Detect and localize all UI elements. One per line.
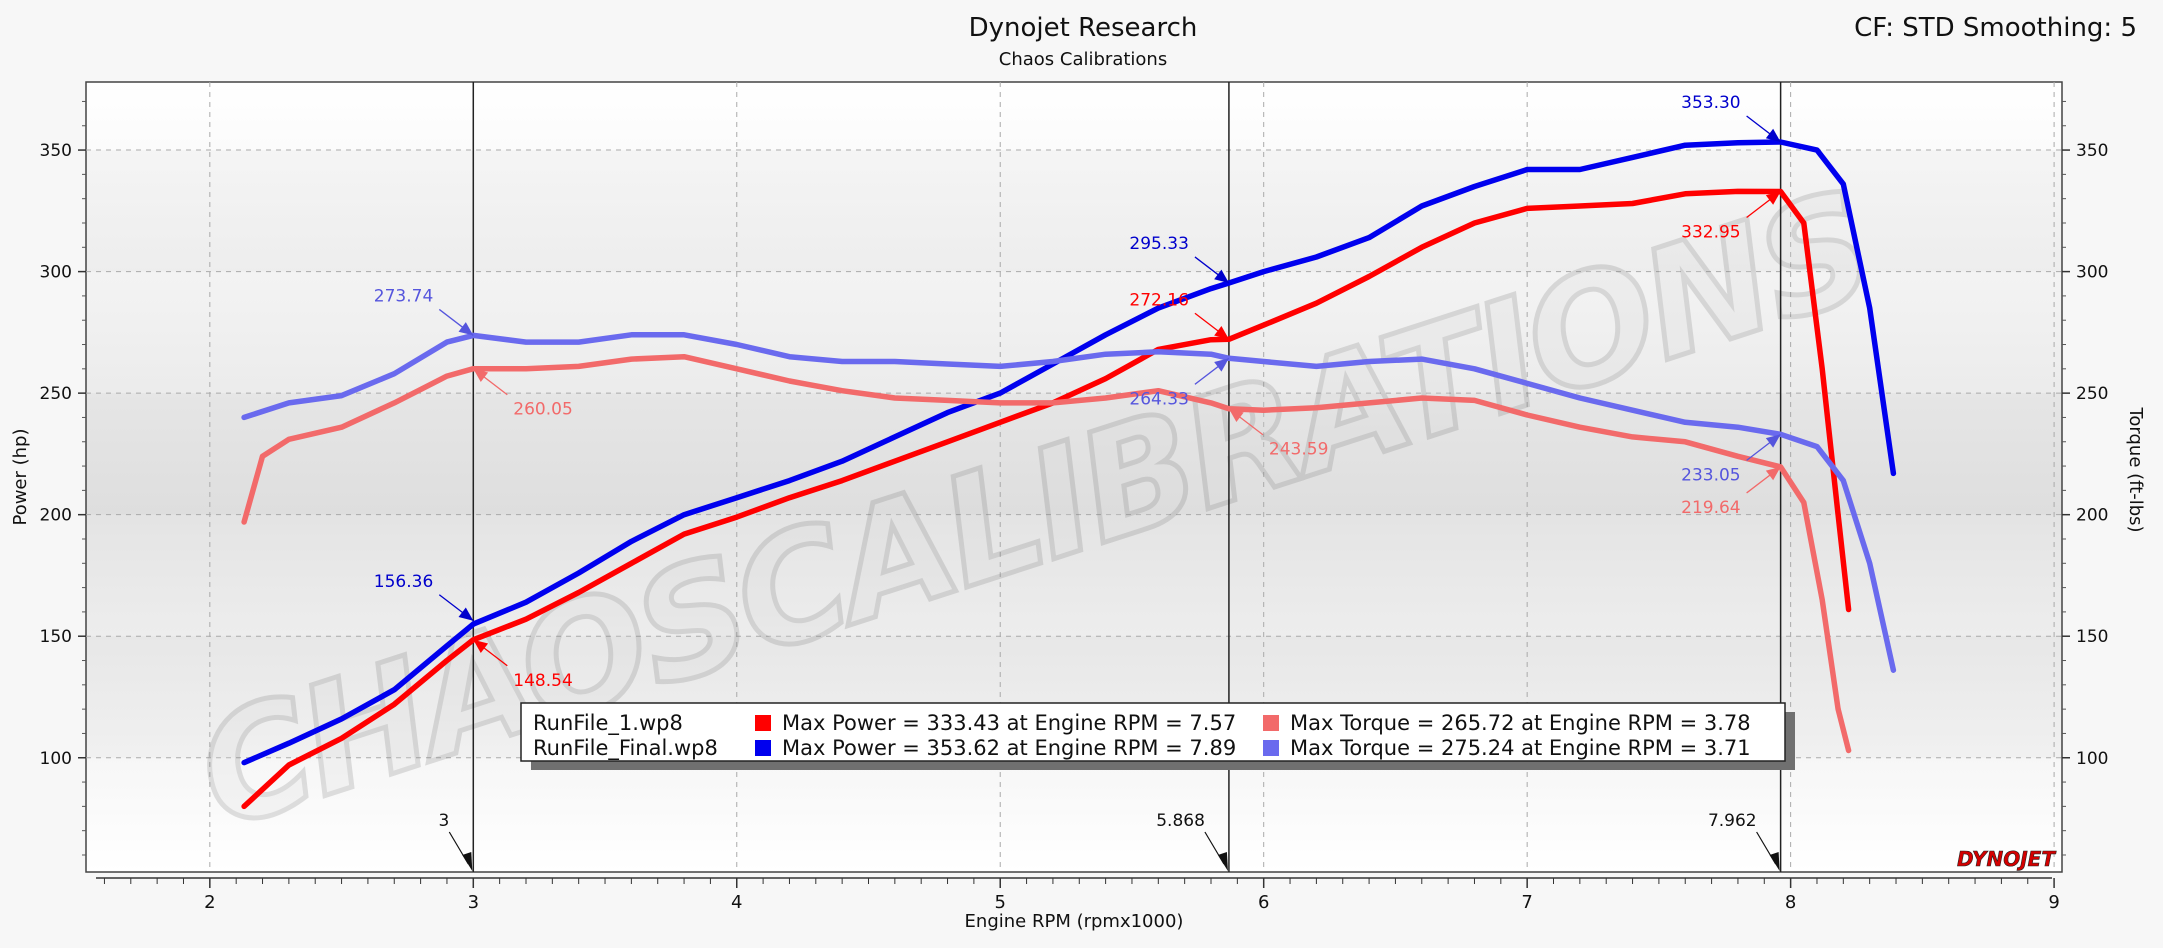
legend-run-final-name: RunFile_Final.wp8 (533, 736, 718, 761)
annotation-arrowhead (458, 607, 474, 621)
x-tick-label: 9 (2048, 892, 2059, 913)
y-tick-label: 300 (40, 263, 72, 283)
rpm-marker-label: 5.868 (1156, 811, 1205, 831)
y-axis-right-label: Torque (ft-lbs) (2125, 406, 2146, 532)
legend-run-final-power-swatch (755, 740, 771, 756)
y-tick-label: 150 (40, 627, 72, 647)
annotation-arrowhead (1214, 358, 1229, 372)
chart-subtitle: Chaos Calibrations (999, 49, 1167, 70)
x-tick-label: 8 (1785, 892, 1796, 913)
value-annotations: 273.74 260.05 156.36 148.54 295.33 272.16 264.… (374, 93, 1782, 691)
y-tick-label: 100 (40, 749, 72, 769)
legend-run-final-power-text: Max Power = 353.62 at Engine RPM = 7.89 (782, 736, 1236, 760)
rpm-marker-arrowhead (1217, 852, 1228, 871)
legend-run-final-torque-text: Max Torque = 275.24 at Engine RPM = 3.71 (1290, 736, 1751, 760)
x-tick-label: 7 (1521, 892, 1532, 913)
series-line-torque-runfile_final-wp8 (241, 332, 1897, 673)
annotation-arrowhead (458, 322, 474, 336)
annotation-label: 260.05 (513, 400, 572, 420)
y-tick-label: 350 (40, 141, 72, 161)
y-tick-label: 200 (40, 506, 72, 526)
legend-run-1-torque-swatch (1263, 715, 1279, 731)
y-right-tick-label: 200 (2076, 506, 2108, 526)
annotation-label: 295.33 (1129, 234, 1188, 254)
rpm-marker-arrowhead (462, 852, 473, 871)
annotation-arrowhead (473, 368, 489, 382)
legend-run-1-power-text: Max Power = 333.43 at Engine RPM = 7.57 (782, 711, 1236, 735)
annotation-label: 219.64 (1681, 498, 1740, 518)
y-right-tick-label: 250 (2076, 384, 2108, 404)
y-right-tick-label: 350 (2076, 141, 2108, 161)
series-layer (241, 139, 1897, 810)
rpm-marker-arrowhead (1769, 852, 1780, 871)
settings-readout: CF: STD Smoothing: 5 (1854, 13, 2137, 43)
legend-run-1-power-swatch (755, 715, 771, 731)
x-tick-label: 2 (204, 892, 215, 913)
dynojet-logo: DYNOJET (1957, 847, 2056, 871)
annotation-label: 332.95 (1681, 223, 1740, 243)
annotation-label: 353.30 (1681, 93, 1740, 113)
series-line-power-runfile_1-wp8 (241, 188, 1852, 810)
y-tick-label: 250 (40, 384, 72, 404)
annotation-label: 148.54 (513, 671, 572, 691)
x-tick-label: 4 (731, 892, 742, 913)
legend-run-1-name: RunFile_1.wp8 (533, 711, 683, 736)
annotation-arrowhead (473, 639, 489, 654)
x-tick-label: 5 (995, 892, 1006, 913)
series-line-torque-runfile_1-wp8 (241, 353, 1852, 754)
annotation-label: 156.36 (374, 572, 433, 592)
y-right-tick-label: 100 (2076, 749, 2108, 769)
y-right-tick-label: 300 (2076, 263, 2108, 283)
legend-run-1-torque-text: Max Torque = 265.72 at Engine RPM = 3.78 (1290, 711, 1751, 735)
annotation-label: 233.05 (1681, 465, 1740, 485)
annotation-arrowhead (1765, 128, 1781, 143)
annotation-arrowhead (1765, 466, 1781, 481)
annotation-arrowhead (1765, 191, 1781, 205)
legend: RunFile_1.wp8 Max Power = 333.43 at Engi… (520, 702, 1795, 770)
x-tick-label: 3 (468, 892, 479, 913)
annotation-arrowhead (1228, 408, 1244, 422)
rpm-marker-label: 3 (438, 811, 449, 831)
annotation-arrowhead (1214, 269, 1229, 283)
annotation-label: 273.74 (374, 286, 433, 306)
annotation-label: 243.59 (1269, 440, 1328, 460)
chart-title: Dynojet Research (969, 13, 1198, 43)
annotation-arrowhead (1765, 434, 1781, 448)
annotation-label: 264.33 (1129, 389, 1188, 409)
x-axis-label: Engine RPM (rpmx1000) (965, 911, 1184, 932)
annotation-arrowhead (1214, 326, 1229, 340)
legend-run-final-torque-swatch (1263, 740, 1279, 756)
rpm-marker-label: 7.962 (1708, 811, 1757, 831)
axes: 100 150 200 250 300 350 100 150 200 250 300 350 2 3 4 5… (40, 100, 2108, 913)
series-line-power-runfile_final-wp8 (241, 139, 1897, 766)
annotation-label: 272.16 (1129, 290, 1188, 310)
x-tick-label: 6 (1258, 892, 1269, 913)
y-right-tick-label: 150 (2076, 627, 2108, 647)
y-axis-label: Power (hp) (10, 428, 31, 525)
